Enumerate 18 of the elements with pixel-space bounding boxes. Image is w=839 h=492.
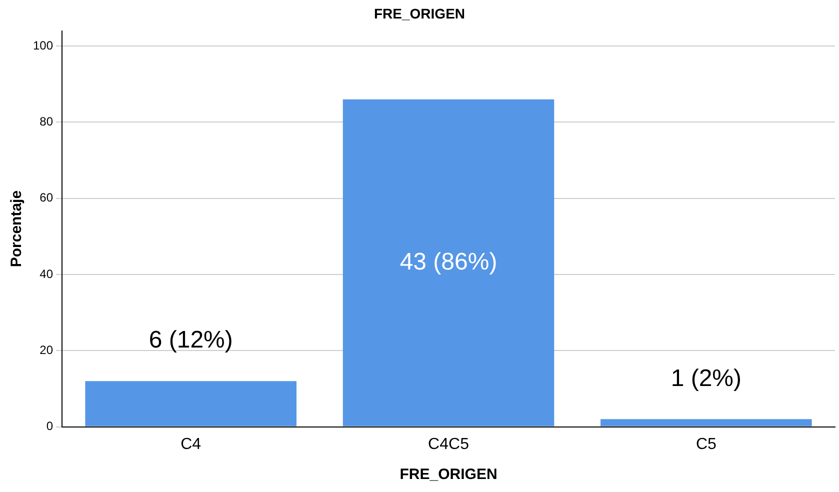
y-tick-label: 80 (40, 114, 54, 128)
x-tick-label: C4C5 (428, 436, 470, 453)
y-axis-title: Porcentaje (8, 190, 26, 268)
y-tick-label: 20 (40, 342, 54, 357)
y-tick-label: 40 (40, 266, 54, 281)
chart-title: FRE_ORIGEN (374, 5, 466, 22)
x-tick-label: C4 (180, 436, 202, 453)
data-label: 43 (86%) (400, 248, 498, 276)
data-label: 6 (12%) (148, 326, 233, 354)
x-tick-label: C5 (696, 436, 716, 453)
x-axis-title: FRE_ORIGEN (400, 466, 498, 484)
data-label: 1 (2%) (670, 364, 742, 392)
y-tick-label: 0 (46, 419, 54, 434)
bar (85, 381, 296, 426)
bar (342, 99, 554, 426)
y-tick-label: 100 (32, 38, 54, 52)
y-tick-label: 60 (40, 190, 54, 205)
bar (600, 419, 812, 426)
